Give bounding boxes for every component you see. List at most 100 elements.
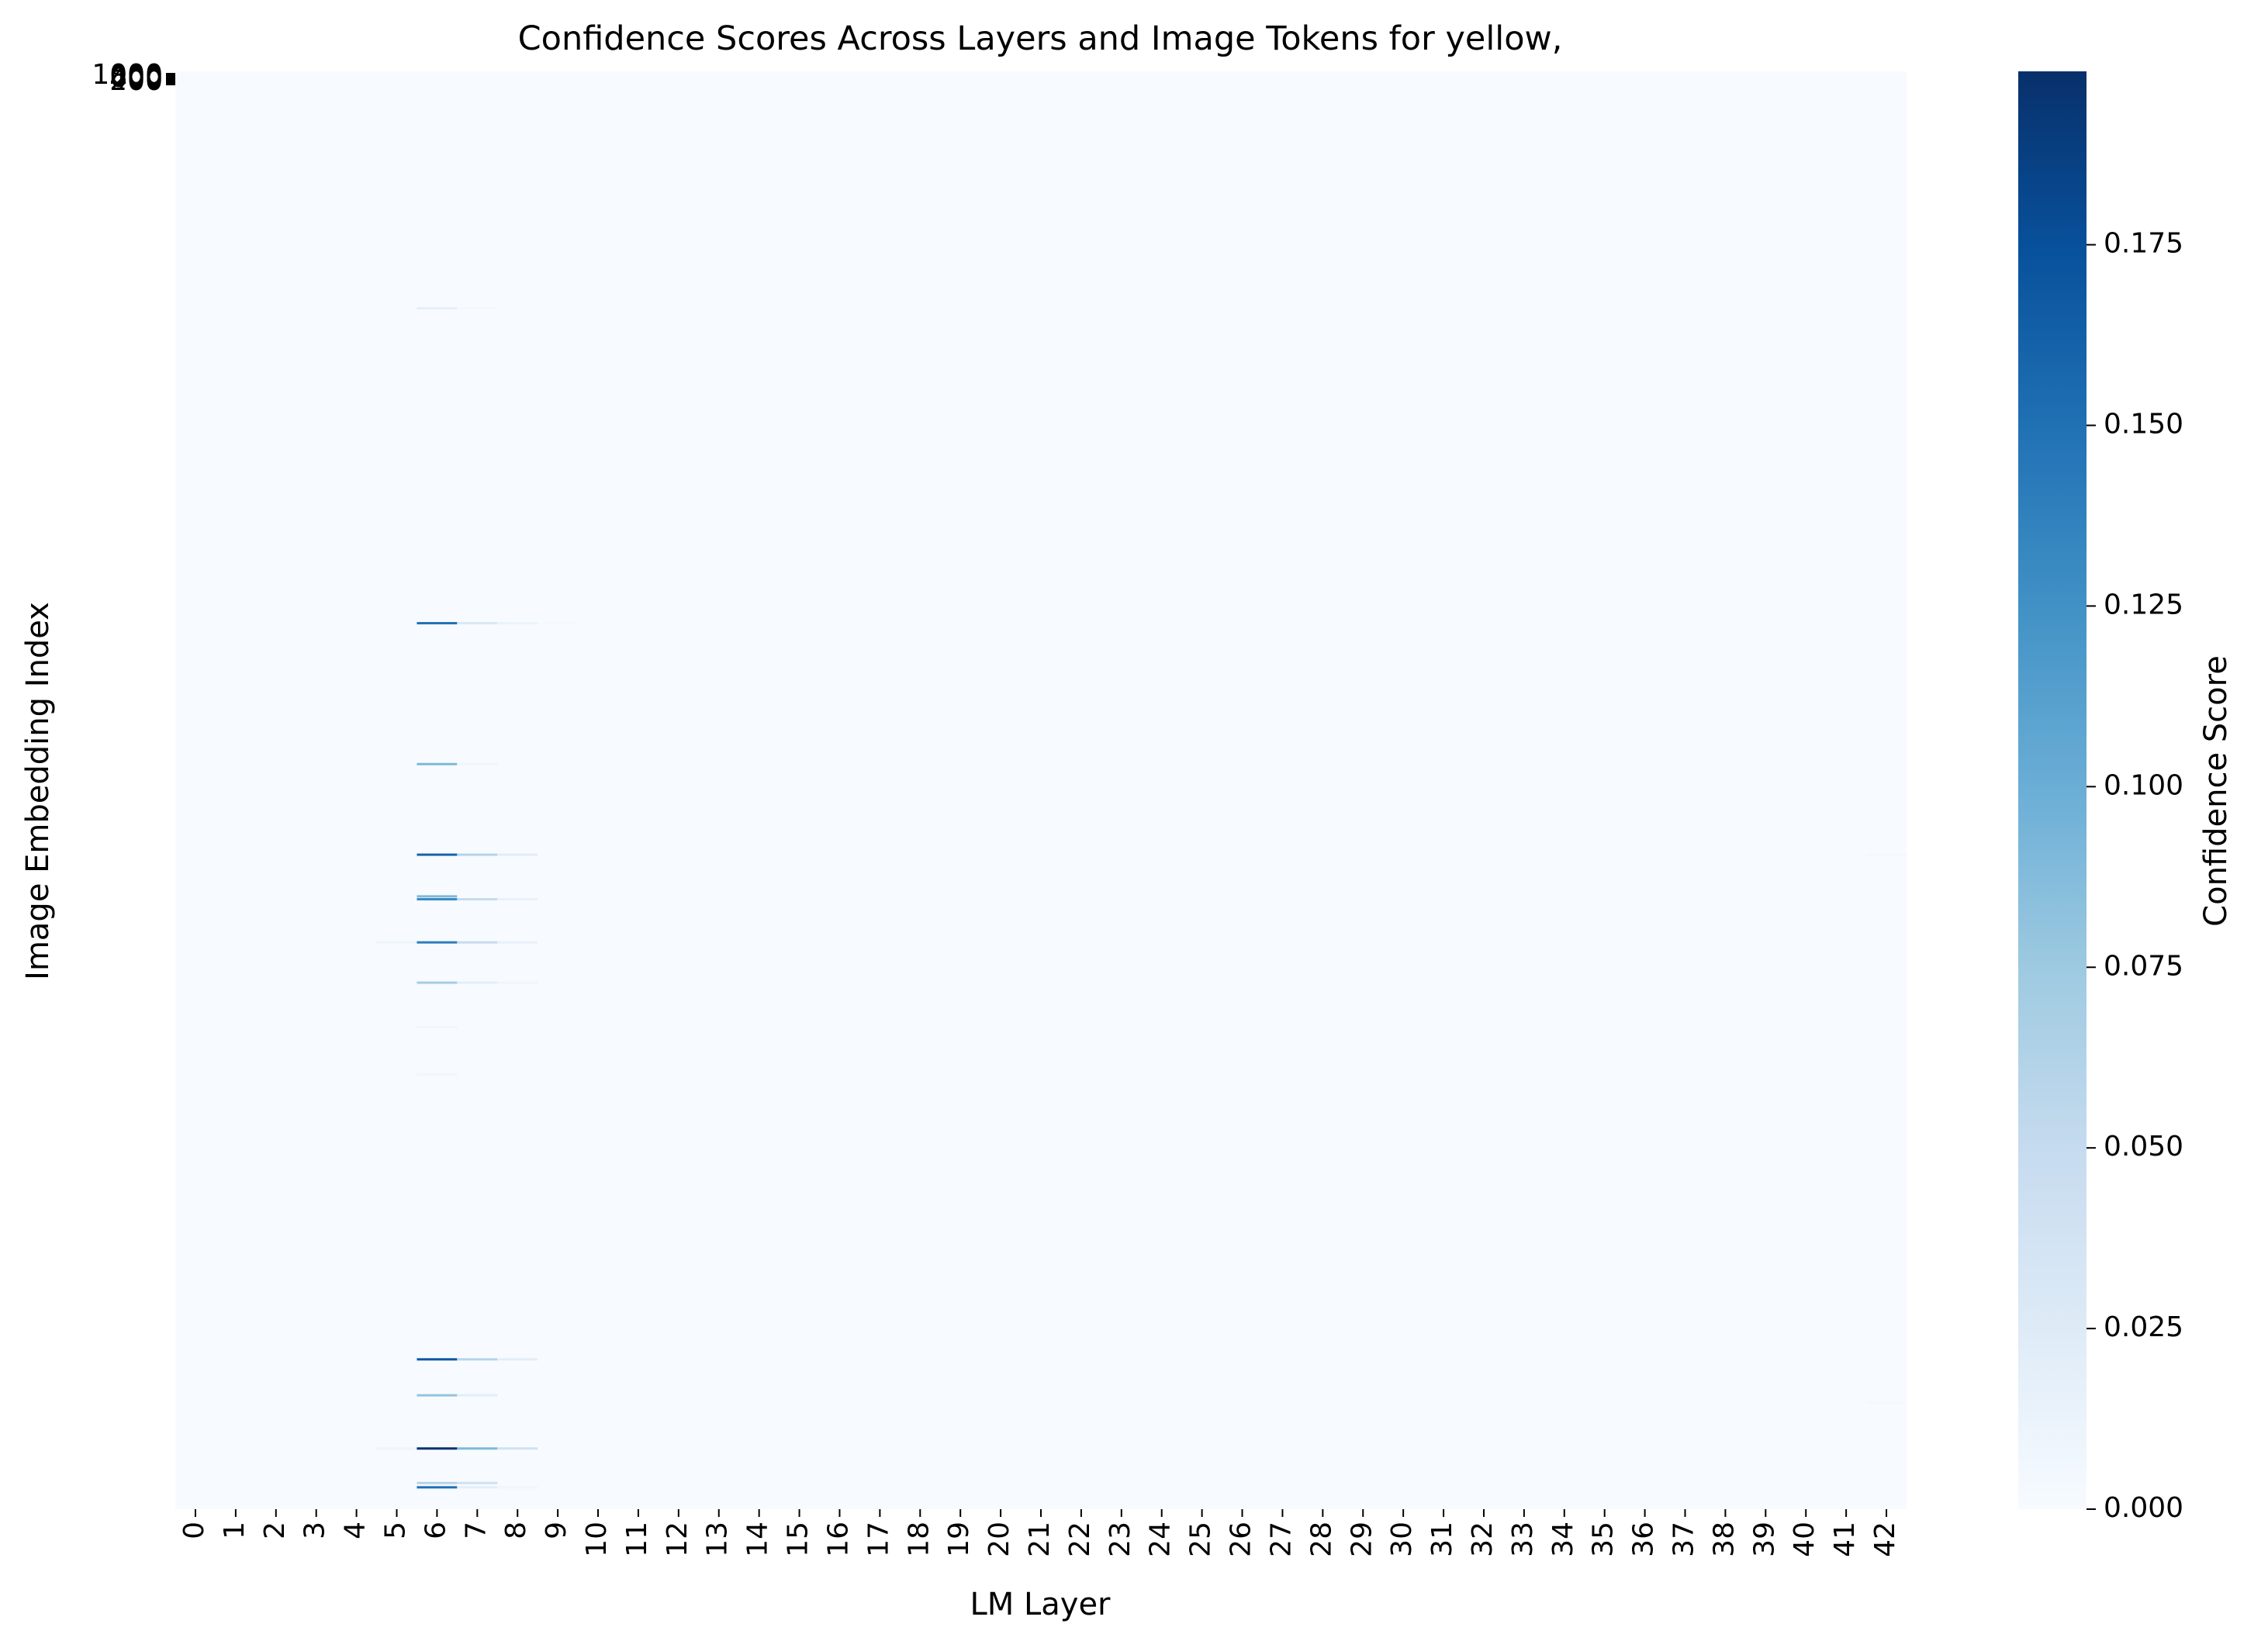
x-tick-label: 30 bbox=[1386, 1522, 1418, 1557]
heatmap-cell bbox=[457, 1486, 498, 1489]
x-tick-label: 33 bbox=[1507, 1522, 1539, 1557]
y-tick-label: 1000 bbox=[92, 59, 163, 91]
x-tick-label: 40 bbox=[1789, 1522, 1820, 1557]
x-tick-label: 6 bbox=[420, 1522, 451, 1539]
x-tick-label: 13 bbox=[702, 1522, 734, 1557]
heatmap-cell bbox=[417, 853, 458, 856]
heatmap-cell bbox=[417, 1394, 458, 1397]
heatmap-cell bbox=[417, 762, 458, 765]
heatmap-cell bbox=[417, 1026, 458, 1029]
x-tick-label: 10 bbox=[581, 1522, 613, 1557]
heatmap-cell bbox=[457, 1447, 498, 1450]
x-tick-label: 22 bbox=[1064, 1522, 1096, 1557]
y-axis-label: Image Embedding Index bbox=[20, 602, 56, 980]
x-tick-label: 8 bbox=[500, 1522, 532, 1539]
colorbar-tick-label: 0.050 bbox=[2104, 1131, 2183, 1163]
x-tick-label: 24 bbox=[1145, 1522, 1177, 1557]
x-tick-label: 27 bbox=[1265, 1522, 1297, 1557]
heatmap-cell bbox=[417, 307, 458, 310]
heatmap-cell bbox=[538, 622, 579, 625]
heatmap-cell bbox=[417, 1447, 458, 1450]
heatmap-cell bbox=[376, 1447, 417, 1450]
x-tick-label: 14 bbox=[742, 1522, 774, 1557]
colorbar-tick-label: 0.125 bbox=[2104, 589, 2183, 620]
x-tick-label: 2 bbox=[259, 1522, 291, 1539]
x-tick-label: 26 bbox=[1226, 1522, 1257, 1557]
heatmap-cell bbox=[497, 1447, 538, 1450]
heatmap-cell bbox=[417, 981, 458, 984]
x-tick-label: 11 bbox=[621, 1522, 653, 1557]
heatmap-cell bbox=[417, 895, 458, 898]
x-tick-label: 18 bbox=[903, 1522, 935, 1557]
y-tick-label: 200 bbox=[109, 65, 163, 97]
heatmap-cell bbox=[417, 1358, 458, 1361]
x-tick-label: 4 bbox=[340, 1522, 372, 1539]
colorbar-tick-label: 0.000 bbox=[2104, 1492, 2183, 1524]
heatmap-cell bbox=[497, 622, 538, 625]
x-tick-label: 9 bbox=[541, 1522, 572, 1539]
x-tick-label: 39 bbox=[1748, 1522, 1780, 1557]
x-tick-label: 25 bbox=[1185, 1522, 1217, 1557]
x-axis-label: LM Layer bbox=[970, 1587, 1111, 1622]
heatmap-cell bbox=[497, 853, 538, 856]
x-tick-label: 23 bbox=[1105, 1522, 1136, 1557]
x-tick-label: 12 bbox=[662, 1522, 693, 1557]
heatmap-cell bbox=[457, 622, 498, 625]
x-tick-label: 28 bbox=[1305, 1522, 1337, 1557]
x-tick-label: 3 bbox=[299, 1522, 331, 1539]
heatmap-cell bbox=[457, 307, 498, 310]
heatmap-cell bbox=[457, 898, 498, 901]
heatmap-cell bbox=[497, 898, 538, 901]
x-tick-label: 1 bbox=[219, 1522, 251, 1539]
heatmap-cell bbox=[417, 941, 458, 944]
x-tick-label: 19 bbox=[943, 1522, 975, 1557]
heatmap-cell bbox=[417, 898, 458, 901]
x-tick-label: 36 bbox=[1628, 1522, 1660, 1557]
heatmap-cell bbox=[457, 762, 498, 765]
x-tick-label: 37 bbox=[1668, 1522, 1700, 1557]
heatmap-cell bbox=[457, 1358, 498, 1361]
y-tick-label: 400 bbox=[109, 64, 163, 95]
x-tick-label: 0 bbox=[178, 1522, 210, 1539]
x-tick-label: 32 bbox=[1467, 1522, 1499, 1557]
x-tick-label: 5 bbox=[379, 1522, 411, 1539]
x-tick-label: 15 bbox=[783, 1522, 814, 1557]
heatmap-cell bbox=[497, 981, 538, 984]
heatmap-cell bbox=[1866, 1401, 1907, 1404]
x-tick-label: 7 bbox=[460, 1522, 492, 1539]
colorbar-label: Confidence Score bbox=[2198, 655, 2234, 927]
x-tick-label: 17 bbox=[863, 1522, 894, 1557]
heatmap-cell bbox=[497, 1486, 538, 1489]
x-tick-label: 34 bbox=[1547, 1522, 1579, 1557]
x-tick-label: 38 bbox=[1708, 1522, 1740, 1557]
heatmap-cell bbox=[497, 1358, 538, 1361]
heatmap-cell bbox=[417, 1486, 458, 1489]
heatmap-cell bbox=[457, 1394, 498, 1397]
x-tick-label: 29 bbox=[1346, 1522, 1378, 1557]
heatmap-cell bbox=[497, 941, 538, 944]
x-tick-label: 35 bbox=[1588, 1522, 1620, 1557]
heatmap-cell bbox=[376, 941, 417, 944]
heatmap-cell bbox=[457, 941, 498, 944]
chart-title: Confidence Scores Across Layers and Imag… bbox=[518, 19, 1563, 58]
heatmap-background bbox=[175, 71, 1907, 1509]
colorbar-tick-label: 0.025 bbox=[2104, 1311, 2183, 1343]
y-tick-label: 800 bbox=[109, 60, 163, 92]
x-tick-label: 20 bbox=[984, 1522, 1015, 1557]
heatmap-cell bbox=[417, 622, 458, 625]
x-tick-label: 31 bbox=[1426, 1522, 1458, 1557]
colorbar-tick-label: 0.100 bbox=[2104, 769, 2183, 801]
heatmap-cell bbox=[417, 1073, 458, 1076]
x-tick-label: 42 bbox=[1869, 1522, 1901, 1557]
colorbar bbox=[2018, 71, 2086, 1509]
heatmap-cell bbox=[457, 981, 498, 984]
y-tick-label: 600 bbox=[109, 62, 163, 94]
colorbar-tick-label: 0.175 bbox=[2104, 228, 2183, 260]
heatmap-cell bbox=[457, 1481, 498, 1484]
x-tick-label: 16 bbox=[822, 1522, 854, 1557]
heatmap-cell bbox=[417, 1481, 458, 1484]
x-tick-label: 21 bbox=[1024, 1522, 1056, 1557]
heatmap-cell bbox=[1866, 853, 1907, 856]
colorbar-tick-label: 0.075 bbox=[2104, 950, 2183, 982]
